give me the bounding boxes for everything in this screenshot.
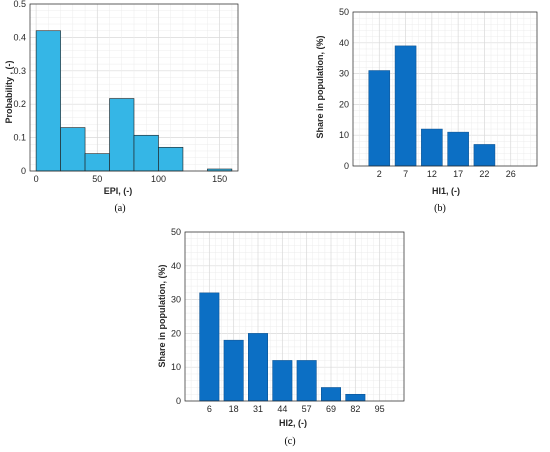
- bar: [272, 360, 293, 402]
- panel-c-axes-box: [184, 231, 405, 402]
- panel-a-y-axis-label: Probability , (-): [4, 60, 14, 123]
- x-tick-label: 26: [506, 169, 516, 179]
- panel-a-epi-histogram: 0 50 100 150 0 0.1 0.2 0.3 0.4 0.5 EPI, (-) Prob…: [4, 0, 239, 214]
- y-tick-label: 0: [21, 166, 26, 176]
- panel-b-caption: (b): [434, 203, 446, 214]
- panel-a-bars: [35, 30, 233, 172]
- panel-c-y-axis-label: Share in population, (%): [157, 264, 167, 367]
- bar: [199, 292, 220, 402]
- panel-b-x-ticks: 2 7 12 17 22 26: [377, 169, 516, 179]
- x-tick-label: 82: [350, 404, 360, 414]
- x-tick-label: 57: [302, 404, 312, 414]
- panel-a-axes-box: [29, 3, 239, 172]
- y-tick-label: 40: [339, 38, 349, 48]
- bar: [248, 333, 268, 402]
- x-tick-label: 150: [212, 174, 227, 184]
- y-tick-label: 10: [339, 130, 349, 140]
- x-tick-label: 50: [92, 174, 102, 184]
- bar: [345, 393, 366, 402]
- y-tick-label: 50: [171, 227, 181, 237]
- histogram-bar: [158, 146, 184, 172]
- y-tick-label: 10: [171, 362, 181, 372]
- y-tick-label: 40: [171, 261, 181, 271]
- panel-b-x-axis-label: HI1, (-): [432, 186, 460, 196]
- panel-b-y-ticks: 0 10 20 30 40 50: [339, 7, 349, 171]
- x-tick-label: 0: [34, 174, 39, 184]
- histogram-bar: [133, 134, 159, 172]
- x-tick-label: 17: [453, 169, 463, 179]
- bar: [394, 45, 417, 167]
- y-tick-label: 0.3: [13, 66, 26, 76]
- bar: [368, 70, 391, 167]
- y-tick-label: 0: [176, 396, 181, 406]
- panel-c-y-ticks: 0 10 20 30 40 50: [171, 227, 181, 406]
- histogram-bar: [109, 98, 135, 172]
- panel-b-hi1-bar-chart: 2 7 12 17 22 26 0 10 20 30 40 50 HI1, (-) Share in…: [315, 7, 538, 214]
- histogram-bar: [35, 30, 61, 172]
- bar: [296, 360, 317, 402]
- y-tick-label: 20: [171, 328, 181, 338]
- panel-c-bars: [199, 292, 366, 402]
- x-tick-label: 69: [326, 404, 336, 414]
- panel-c-x-ticks: 6 18 31 44 57 69 82 95: [207, 404, 385, 414]
- panel-c-x-axis-label: HI2, (-): [279, 418, 307, 428]
- x-tick-label: 2: [377, 169, 382, 179]
- bar: [473, 144, 496, 167]
- x-tick-label: 6: [207, 404, 212, 414]
- y-tick-label: 0.2: [13, 99, 26, 109]
- y-tick-label: 0.5: [13, 0, 26, 9]
- histogram-bar: [84, 153, 110, 172]
- y-tick-label: 20: [339, 99, 349, 109]
- panel-b-y-axis-label: Share in population, (%): [315, 35, 325, 138]
- x-tick-label: 22: [479, 169, 489, 179]
- y-tick-label: 50: [339, 7, 349, 17]
- x-tick-label: 12: [427, 169, 437, 179]
- x-tick-label: 18: [229, 404, 239, 414]
- panel-c-hi2-bar-chart: 6 18 31 44 57 69 82 95 0 10 20 30 40 50 HI2, (-) Sha…: [157, 227, 405, 447]
- panel-b-axes-box: [352, 11, 538, 167]
- panel-b-bars: [368, 45, 496, 167]
- y-tick-label: 0.4: [13, 32, 26, 42]
- panel-a-caption: (a): [114, 203, 125, 214]
- bar: [321, 387, 341, 402]
- panel-c-caption: (c): [284, 436, 295, 447]
- panel-a-y-ticks: 0 0.1 0.2 0.3 0.4 0.5: [13, 0, 26, 176]
- bar: [421, 128, 443, 167]
- x-tick-label: 44: [277, 404, 287, 414]
- histogram-bar: [60, 127, 86, 172]
- x-tick-label: 95: [375, 404, 385, 414]
- x-tick-label: 31: [253, 404, 263, 414]
- y-tick-label: 30: [171, 295, 181, 305]
- panel-a-x-axis-label: EPI, (-): [104, 186, 133, 196]
- x-tick-label: 100: [151, 174, 166, 184]
- bar: [447, 131, 469, 167]
- x-tick-label: 7: [403, 169, 408, 179]
- y-tick-label: 0: [344, 161, 349, 171]
- panel-a-x-ticks: 0 50 100 150: [34, 174, 228, 184]
- y-tick-label: 30: [339, 69, 349, 79]
- y-tick-label: 0.1: [13, 133, 26, 143]
- bar: [223, 339, 244, 402]
